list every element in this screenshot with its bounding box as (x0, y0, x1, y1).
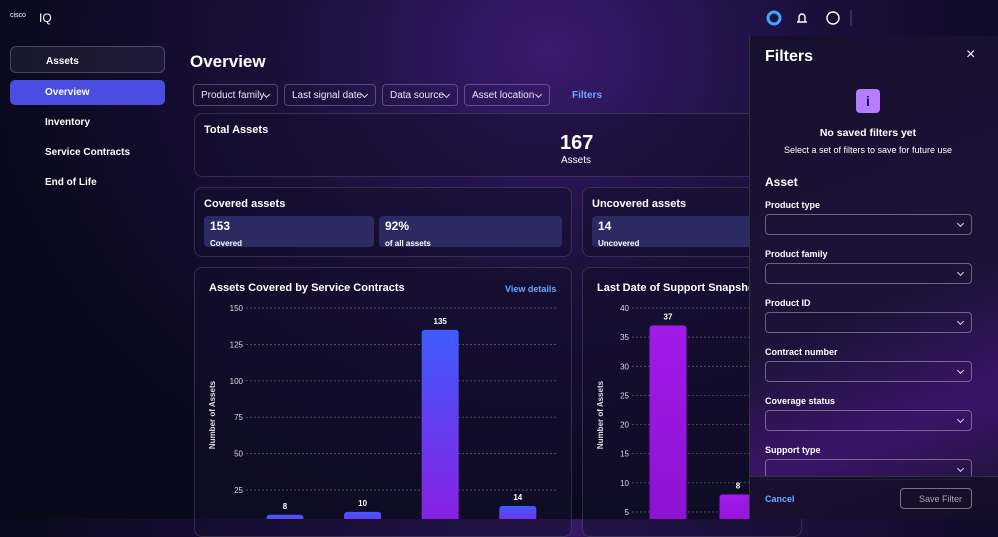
y-tick-label: 30 (620, 362, 629, 371)
total-card: Total Assets 167 Assets (194, 113, 764, 177)
stat-label: Uncovered (598, 239, 640, 248)
y-tick-label: 15 (620, 450, 629, 459)
y-tick-label: 10 (620, 479, 629, 488)
empty-text: Select a set of filters to save for futu… (783, 145, 953, 155)
y-tick-label: 25 (234, 486, 243, 495)
field-select[interactable] (765, 312, 972, 333)
bar (421, 329, 459, 519)
save-button[interactable]: Save Filter (900, 488, 972, 509)
panel-title: Filters (765, 48, 814, 65)
page-title: Overview (190, 52, 266, 71)
value-label: 37 (664, 312, 673, 321)
field-select[interactable] (765, 214, 972, 235)
chart-title: Last Date of Support Snapshot (597, 282, 759, 294)
stat: 153 Covered (204, 216, 374, 248)
filters-panel: Filters × i No saved filters yet Select … (749, 36, 998, 519)
panel-footer: Cancel Save Filter (750, 476, 998, 519)
nav-assets[interactable]: Assets (10, 46, 165, 73)
filter-chip[interactable]: Last signal date (284, 84, 376, 106)
stat-value: 153 (210, 219, 231, 233)
field-label: Product type (765, 200, 821, 210)
y-tick-label: 100 (230, 377, 244, 386)
header-icons[interactable] (766, 10, 856, 26)
filter-chip[interactable]: Asset location (464, 84, 550, 106)
field-select[interactable] (765, 263, 972, 284)
value-label: 10 (358, 499, 367, 508)
uncovered-card: Uncovered assets 14 Uncovered (582, 187, 782, 257)
bar (719, 494, 757, 519)
total-unit: Assets (561, 155, 592, 166)
stat-label: of all assets (385, 239, 431, 248)
y-tick-label: 5 (625, 508, 630, 517)
y-tick-label: 150 (230, 304, 244, 313)
value-label: 8 (283, 502, 288, 511)
stat: 14 Uncovered (592, 216, 762, 248)
field-select[interactable] (765, 410, 972, 431)
value-label: 135 (434, 317, 448, 326)
y-tick-label: 50 (234, 450, 243, 459)
y-tick-label: 40 (620, 304, 629, 313)
field-label: Contract number (765, 347, 838, 357)
value-label: 14 (513, 493, 522, 502)
y-axis-label: Number of Assets (596, 380, 605, 449)
brand: cisco (10, 12, 26, 19)
y-axis-label: Number of Assets (208, 380, 217, 449)
stat: 92% of all assets (379, 216, 562, 248)
field-select[interactable] (765, 361, 972, 382)
card-title: Covered assets (204, 198, 286, 210)
bar (649, 325, 687, 519)
y-tick-label: 35 (620, 333, 629, 342)
chart-card: Assets Covered by Service Contracts View… (194, 267, 572, 537)
filter-chip[interactable]: Product family (193, 84, 278, 106)
charts: 25 50 75 100 125 150 Number of Assets 8 10 135 14 5… (208, 304, 760, 519)
bar (344, 511, 382, 519)
info-icon: i (856, 89, 880, 113)
field-label: Product ID (765, 298, 811, 308)
field-label: Support type (765, 445, 821, 455)
stat-value: 14 (598, 219, 612, 233)
nav-item[interactable]: Service Contracts (45, 147, 131, 158)
bar (499, 506, 537, 519)
empty-title: No saved filters yet (819, 127, 917, 139)
stat-value: 92% (385, 219, 410, 233)
field-label: Coverage status (765, 396, 836, 406)
chart-title: Assets Covered by Service Contracts (209, 282, 405, 294)
total-value: 167 (560, 132, 594, 154)
filter-chip[interactable]: Data source (382, 84, 458, 106)
value-label: 8 (736, 481, 741, 490)
section-title: Asset (765, 175, 798, 189)
y-tick-label: 25 (620, 391, 629, 400)
filters-button[interactable]: Filters (572, 90, 603, 101)
nav-item[interactable]: End of Life (45, 177, 97, 188)
stat-label: Covered (210, 239, 243, 248)
product: IQ (39, 11, 52, 25)
y-tick-label: 20 (620, 421, 629, 430)
close-button[interactable]: × (966, 46, 976, 63)
nav-item[interactable]: Overview (10, 80, 165, 105)
cancel-button[interactable]: Cancel (765, 494, 795, 504)
y-tick-label: 75 (234, 413, 243, 422)
card-title: Total Assets (204, 124, 269, 136)
covered-card: Covered assets 153 Covered 92% of all asse… (194, 187, 572, 257)
field-label: Product family (765, 249, 828, 259)
y-tick-label: 125 (230, 340, 244, 349)
view-details[interactable]: View details (505, 284, 557, 294)
card-title: Uncovered assets (592, 198, 687, 210)
page: cisco IQ Assets Overview Inventory Servi… (0, 0, 998, 519)
nav-item[interactable]: Inventory (45, 117, 91, 128)
bar (266, 514, 304, 519)
